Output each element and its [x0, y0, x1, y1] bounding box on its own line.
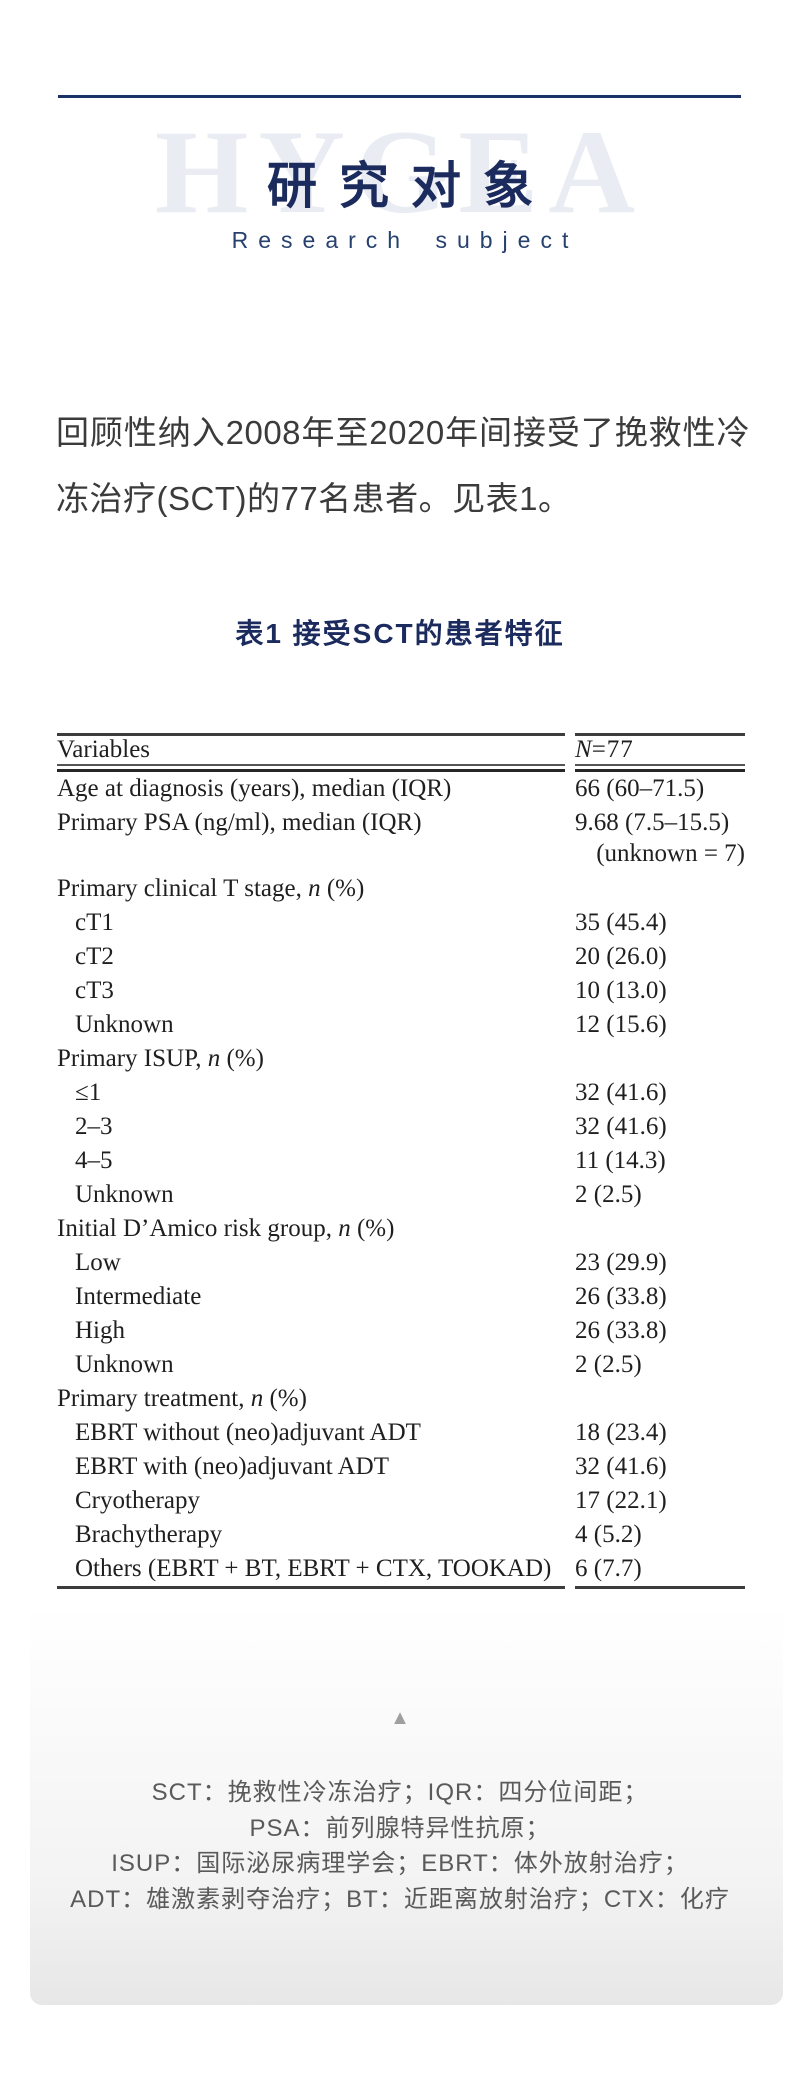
row-label: Cryotherapy	[75, 1487, 200, 1514]
table-row: Unknown 2 (2.5)	[57, 1178, 745, 1212]
table-header-rule	[57, 764, 745, 772]
content-card	[30, 0, 783, 2005]
patient-characteristics-table: Variables N=77 Age at diagnosis (years),…	[47, 733, 755, 1589]
table-row: Primary treatment, n (%)	[57, 1382, 745, 1416]
row-label: Primary treatment, n (%)	[57, 1385, 307, 1412]
table-row: Primary clinical T stage, n (%)	[57, 872, 745, 906]
table-row: Initial D’Amico risk group, n (%)	[57, 1212, 745, 1246]
row-value: 2 (2.5)	[575, 1181, 642, 1208]
table-row: Unknown 2 (2.5)	[57, 1348, 745, 1382]
row-value	[575, 872, 745, 906]
section-subtitle: Research subject	[231, 227, 579, 253]
table-row: Primary PSA (ng/ml), median (IQR) 9.68 (7…	[57, 806, 745, 872]
row-value	[575, 1212, 745, 1246]
footnote-line: PSA：前列腺特异性抗原；	[249, 1814, 551, 1842]
row-value: 32 (41.6)	[575, 1453, 667, 1480]
intro-paragraph: 回顾性纳入2008年至2020年间接受了挽救性冷冻治疗(SCT)的77名患者。见…	[56, 414, 750, 517]
row-value: 18 (23.4)	[575, 1419, 667, 1446]
row-value-secondary: (unknown = 7)	[596, 840, 745, 867]
row-label: Unknown	[75, 1181, 174, 1208]
row-label: Low	[75, 1249, 121, 1276]
footnote-line: ISUP：国际泌尿病理学会；EBRT：体外放射治疗；	[111, 1850, 689, 1877]
row-label: Age at diagnosis (years), median (IQR)	[57, 775, 452, 802]
row-value: 66 (60–71.5)	[575, 775, 705, 802]
row-label: cT2	[75, 943, 114, 970]
row-label: Unknown	[75, 1011, 174, 1038]
row-value: 11 (14.3)	[575, 1147, 666, 1174]
row-label: cT1	[75, 909, 114, 936]
table-row: EBRT with (neo)adjuvant ADT 32 (41.6)	[57, 1450, 745, 1484]
row-value: 12 (15.6)	[575, 1011, 667, 1038]
row-value	[575, 1382, 745, 1416]
table-row: cT1 35 (45.4)	[57, 906, 745, 940]
row-label: cT3	[75, 977, 114, 1004]
table-row: 4–5 11 (14.3)	[57, 1144, 745, 1178]
row-value: 23 (29.9)	[575, 1249, 667, 1276]
footnote-line: SCT：挽救性冷冻治疗；IQR：四分位间距；	[151, 1779, 649, 1806]
table-row: Age at diagnosis (years), median (IQR) 66…	[57, 772, 745, 806]
table-header-row: Variables N=77	[57, 736, 745, 764]
row-label: Brachytherapy	[75, 1521, 223, 1548]
row-label: EBRT with (neo)adjuvant ADT	[75, 1453, 389, 1480]
row-label: Primary PSA (ng/ml), median (IQR)	[57, 809, 422, 836]
table-row: Others (EBRT + BT, EBRT + CTX, TOOKAD) 6 …	[57, 1552, 745, 1586]
row-value: 9.68 (7.5–15.5) (unknown = 7)	[575, 806, 745, 872]
row-value: 26 (33.8)	[575, 1283, 667, 1310]
table-container: Variables N=77 Age at diagnosis (years),…	[57, 733, 745, 1589]
row-label: Unknown	[75, 1351, 174, 1378]
table-row: Primary ISUP, n (%)	[57, 1042, 745, 1076]
table-row: Intermediate 26 (33.8)	[57, 1280, 745, 1314]
table-row: High 26 (33.8)	[57, 1314, 745, 1348]
table-body: Age at diagnosis (years), median (IQR) 66…	[57, 772, 745, 1586]
row-value: 6 (7.7)	[575, 1555, 642, 1582]
collapse-triangle-icon: ▲	[390, 1707, 410, 1729]
row-label: Primary ISUP, n (%)	[57, 1045, 264, 1072]
table-row: Cryotherapy 17 (22.1)	[57, 1484, 745, 1518]
footnote-line: ADT：雄激素剥夺治疗；BT：近距离放射治疗；CTX：化疗	[70, 1885, 730, 1913]
header-divider	[58, 95, 741, 98]
row-value	[575, 1042, 745, 1076]
column-header-variables: Variables	[57, 736, 151, 763]
table-row: cT2 20 (26.0)	[57, 940, 745, 974]
row-value: 32 (41.6)	[575, 1113, 667, 1140]
row-value: 35 (45.4)	[575, 909, 667, 936]
row-label: Others (EBRT + BT, EBRT + CTX, TOOKAD)	[75, 1555, 552, 1582]
row-label: Primary clinical T stage, n (%)	[57, 875, 365, 902]
row-label: 4–5	[75, 1147, 113, 1174]
table-row: Brachytherapy 4 (5.2)	[57, 1518, 745, 1552]
table-row: EBRT without (neo)adjuvant ADT 18 (23.4)	[57, 1416, 745, 1450]
row-label: 2–3	[75, 1113, 113, 1140]
table-row: cT3 10 (13.0)	[57, 974, 745, 1008]
row-label: EBRT without (neo)adjuvant ADT	[75, 1419, 421, 1446]
row-value: 2 (2.5)	[575, 1351, 642, 1378]
row-value: 17 (22.1)	[575, 1487, 667, 1514]
abbreviation-footnote: SCT：挽救性冷冻治疗；IQR：四分位间距； PSA：前列腺特异性抗原； ISUP：…	[0, 1775, 800, 1917]
table-row: 2–3 32 (41.6)	[57, 1110, 745, 1144]
section-title: 研究对象	[267, 158, 555, 214]
row-value: 10 (13.0)	[575, 977, 667, 1004]
row-value: 32 (41.6)	[575, 1079, 667, 1106]
table-bottom-rule	[57, 1586, 745, 1589]
table-top-rule	[57, 733, 745, 736]
column-header-n: N=77	[575, 736, 634, 763]
row-label: Initial D’Amico risk group, n (%)	[57, 1215, 395, 1242]
table-row: ≤1 32 (41.6)	[57, 1076, 745, 1110]
hygea-watermark: HYGEA	[154, 105, 646, 238]
row-label: ≤1	[75, 1079, 102, 1106]
table-row: Low 23 (29.9)	[57, 1246, 745, 1280]
row-value: 4 (5.2)	[575, 1521, 642, 1548]
row-value: 26 (33.8)	[575, 1317, 667, 1344]
row-value: 20 (26.0)	[575, 943, 667, 970]
row-label: Intermediate	[75, 1283, 202, 1310]
table-row: Unknown 12 (15.6)	[57, 1008, 745, 1042]
table-title: 表1 接受SCT的患者特征	[235, 618, 565, 649]
row-label: High	[75, 1317, 125, 1344]
